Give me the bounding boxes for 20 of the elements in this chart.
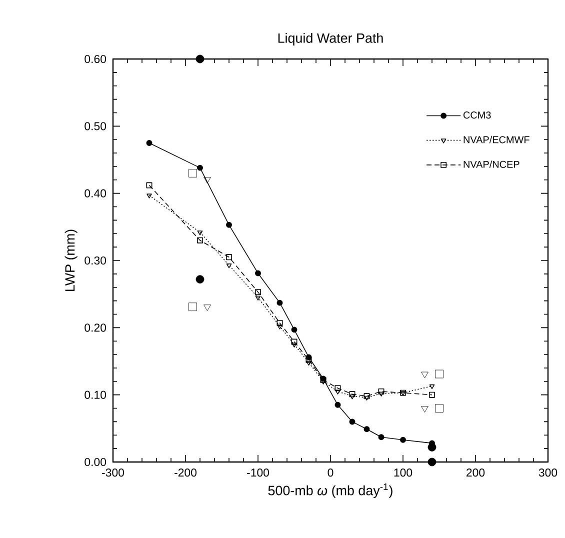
- x-axis-title: 500-mb ω (mb day$^{-1}$): [268, 483, 392, 498]
- y-tick-label: 0.30: [84, 256, 106, 265]
- x-tick-label: -200: [174, 468, 197, 477]
- y-axis-title: LWP (mm): [64, 230, 78, 292]
- y-tick-label: 0.50: [84, 122, 106, 130]
- y-tick-label: 0.10: [84, 390, 106, 399]
- y-tick-label: 0.20: [84, 324, 106, 332]
- x-tick-label: -100: [247, 468, 270, 477]
- y-tick-label: 0.40: [84, 189, 106, 198]
- legend-label: NVAP/ECMWF: [464, 136, 530, 144]
- x-tick-label: 0: [328, 468, 334, 477]
- x-tick-label: 300: [538, 468, 558, 477]
- legend-label: NVAP/NCEP: [464, 160, 520, 168]
- legend-label: CCM3: [463, 112, 491, 119]
- chart-title: Liquid Water Path: [278, 32, 383, 46]
- y-tick-label: 0.00: [84, 458, 106, 466]
- y-tick-label: 0.60: [84, 54, 106, 64]
- x-tick-label: 100: [394, 468, 412, 477]
- x-tick-label: 200: [466, 468, 485, 477]
- x-tick-label: -300: [102, 468, 124, 477]
